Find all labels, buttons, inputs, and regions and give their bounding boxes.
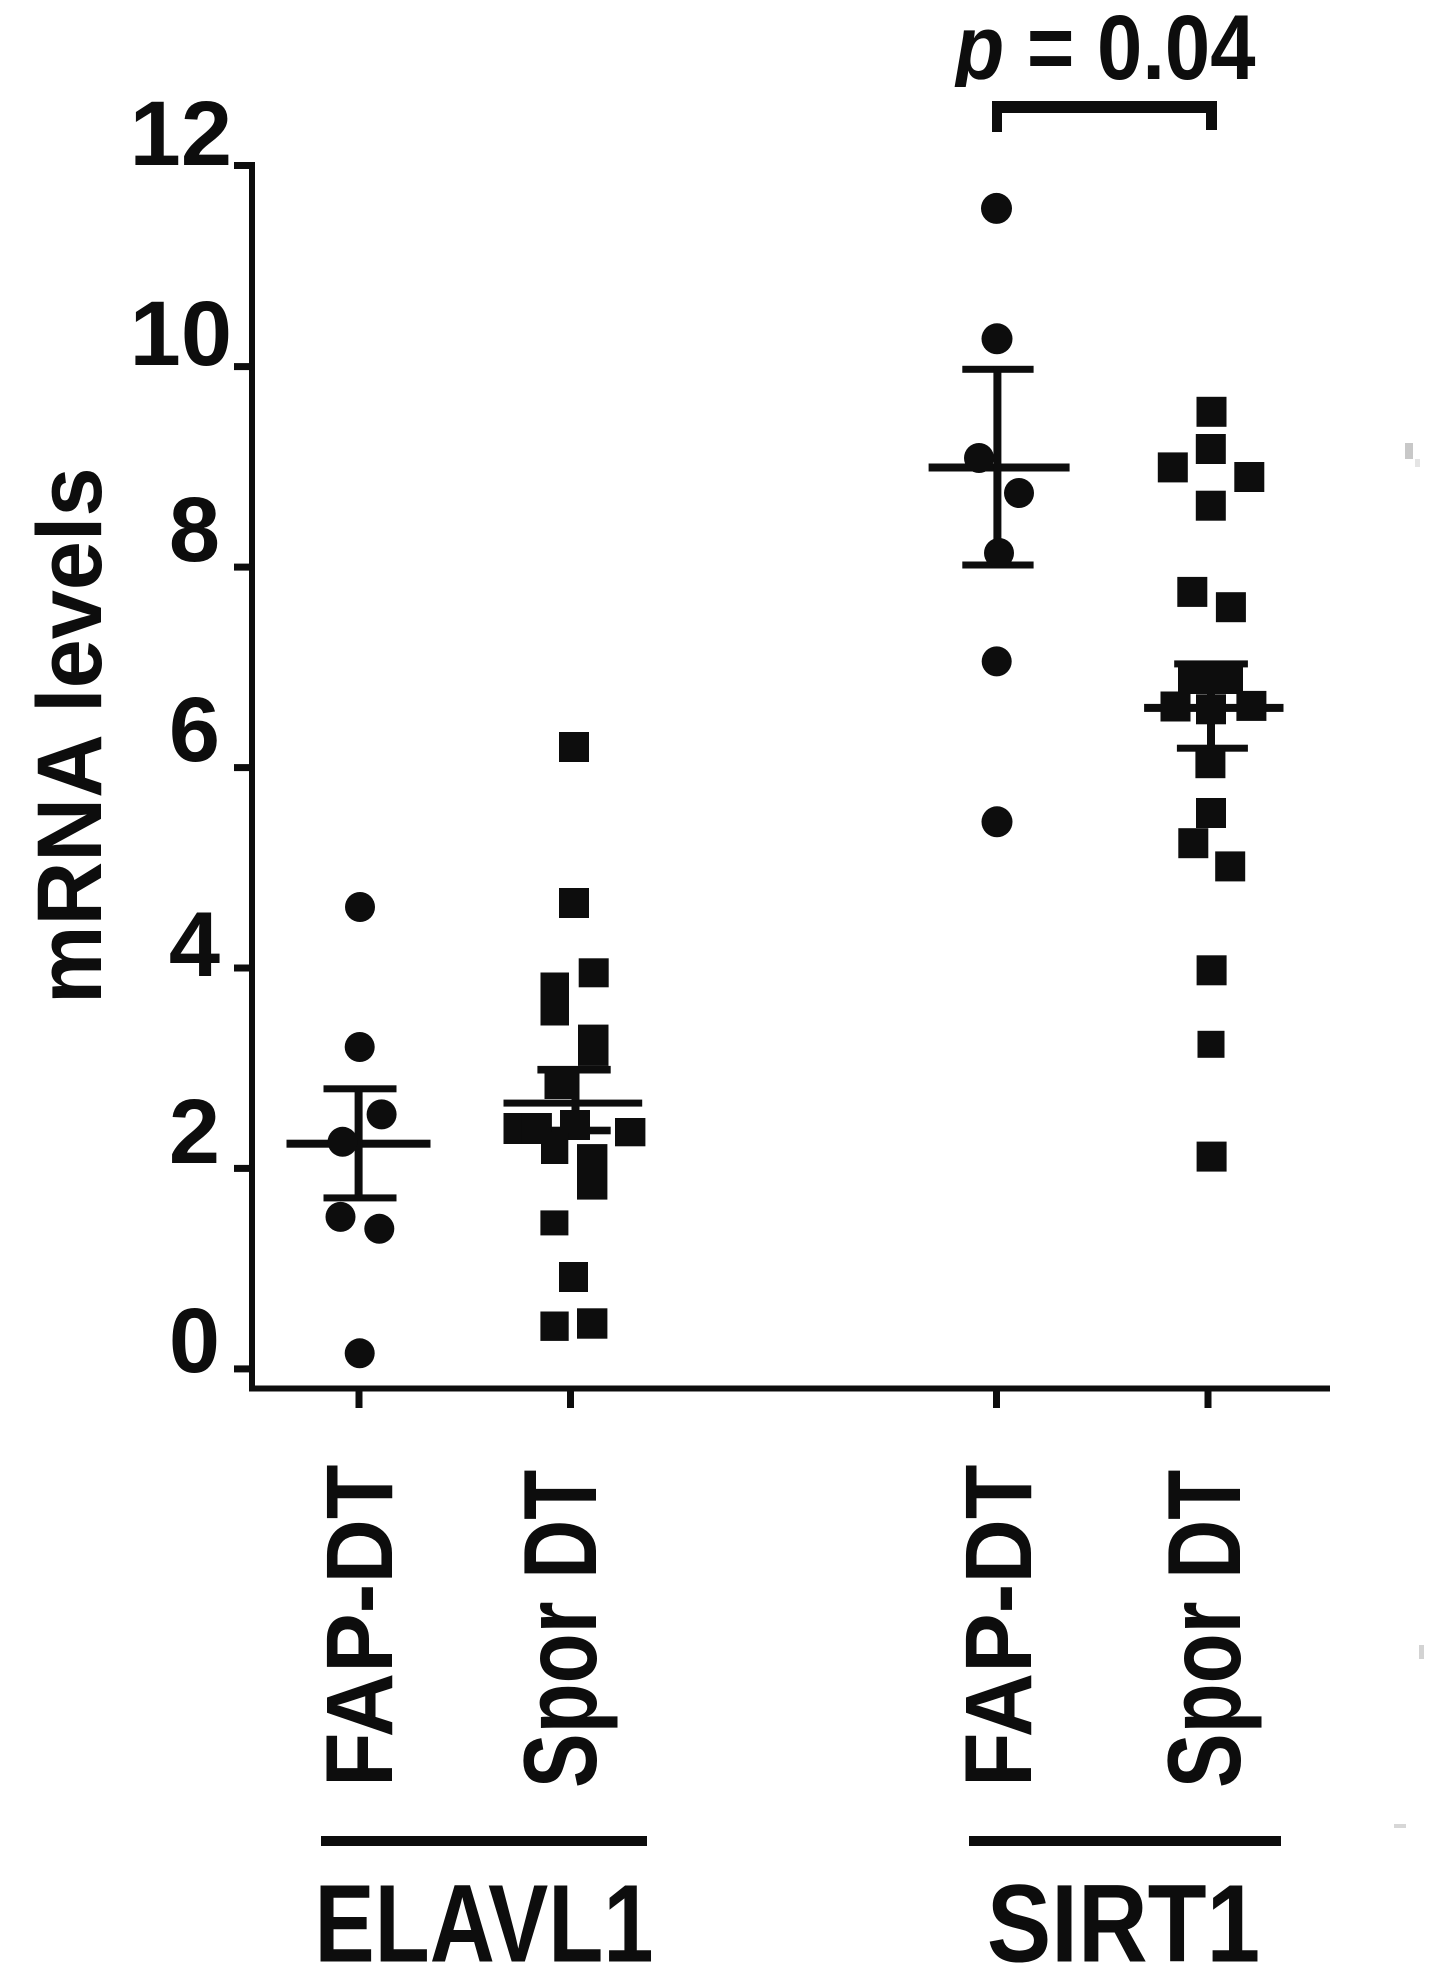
svg-text:10: 10 (130, 283, 232, 385)
svg-text:FAP-DT: FAP-DT (945, 1465, 1051, 1787)
svg-text:0: 0 (169, 1290, 220, 1392)
svg-text:mRNA levels: mRNA levels (18, 467, 121, 1004)
svg-text:FAP-DT: FAP-DT (306, 1465, 412, 1787)
svg-text:ELAVL1: ELAVL1 (314, 1863, 653, 1977)
svg-text:Spor DT: Spor DT (1146, 1470, 1263, 1788)
svg-text:4: 4 (169, 894, 220, 996)
svg-text:p = 0.04: p = 0.04 (953, 0, 1256, 99)
svg-text:6: 6 (169, 679, 220, 781)
svg-text:Spor DT: Spor DT (502, 1470, 619, 1788)
svg-text:12: 12 (130, 83, 232, 185)
svg-text:SIRT1: SIRT1 (987, 1862, 1260, 1977)
svg-text:8: 8 (169, 479, 220, 581)
svg-text:2: 2 (169, 1081, 220, 1183)
